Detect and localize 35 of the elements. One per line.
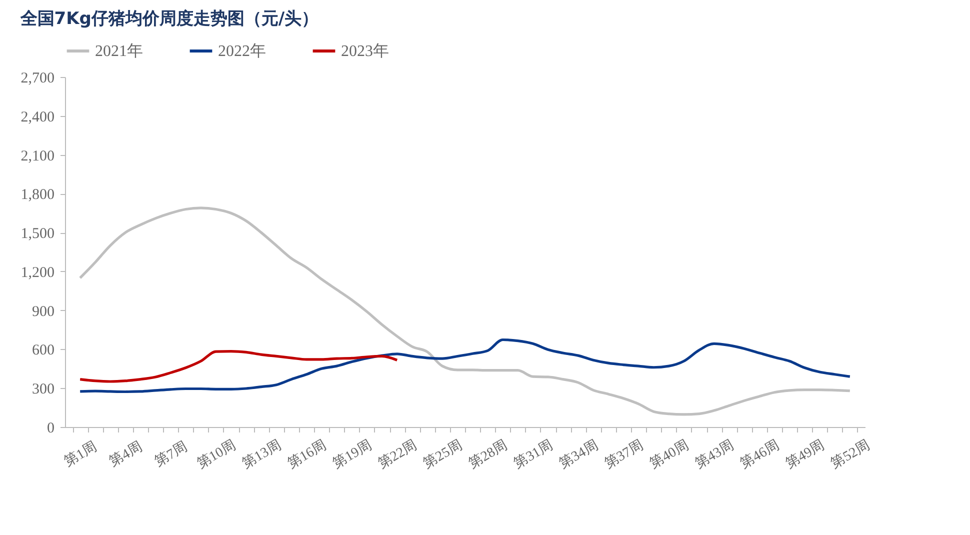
x-tick-label: 第1周 (61, 438, 100, 470)
x-tick-label: 第25周 (420, 437, 466, 472)
x-tick-label: 第52周 (828, 437, 873, 472)
x-tick-label: 第19周 (330, 437, 374, 472)
x-tick-label: 第10周 (194, 437, 239, 472)
y-tick-label: 600 (32, 342, 54, 359)
x-tick-label: 第34周 (556, 437, 601, 472)
x-tick-label: 第13周 (240, 437, 284, 472)
y-tick-label: 900 (32, 304, 54, 320)
y-tick-label: 300 (32, 382, 54, 398)
x-tick-label: 第28周 (466, 437, 510, 472)
line-series (78, 206, 852, 416)
x-tick-label: 第46周 (738, 437, 782, 472)
line-series (78, 338, 852, 394)
line-series (78, 350, 398, 383)
x-tick-label: 第43周 (692, 437, 737, 472)
x-tick-label: 第49周 (782, 437, 828, 472)
y-tick-label: 0 (47, 420, 54, 436)
y-tick-label: 1,500 (20, 226, 54, 242)
x-tick-label: 第31周 (511, 437, 556, 472)
legend-label: 2023年 (341, 43, 389, 60)
x-tick-label: 第22周 (375, 437, 420, 472)
legend-label: 2022年 (218, 43, 266, 60)
y-tick-label: 1,800 (20, 187, 54, 204)
x-tick-label: 第4周 (106, 438, 146, 470)
x-tick-label: 第37周 (602, 437, 646, 472)
x-tick-label: 第40周 (647, 437, 692, 472)
chart-title: 全国7Kg仔猪均价周度走势图（元/头） (19, 9, 319, 29)
legend-label: 2021年 (95, 43, 143, 60)
y-tick-label: 2,100 (20, 148, 54, 164)
y-tick-label: 1,200 (20, 264, 54, 281)
y-tick-label: 2,700 (20, 70, 54, 86)
y-tick-label: 2,400 (20, 109, 54, 126)
x-tick-label: 第7周 (152, 438, 190, 470)
x-tick-label: 第16周 (284, 437, 330, 472)
